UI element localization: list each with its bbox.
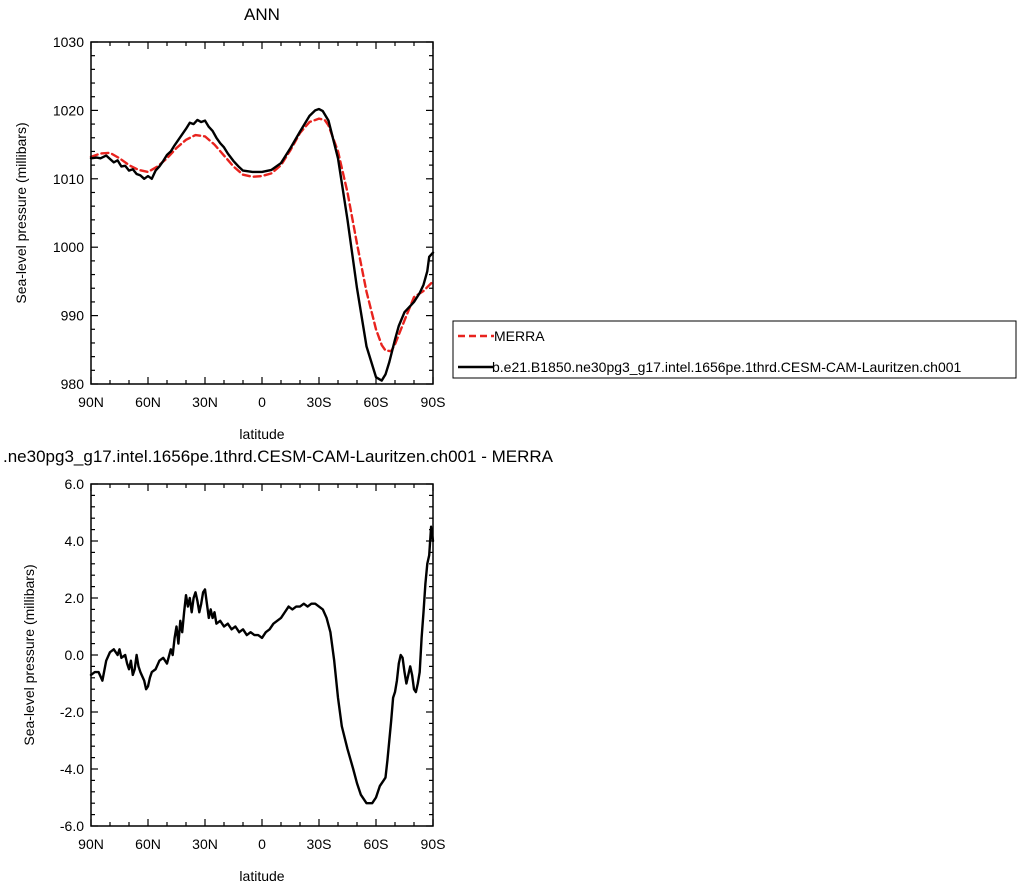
top-series-line-1 bbox=[89, 107, 435, 382]
bottom-ytick-label: -4.0 bbox=[60, 761, 84, 777]
bottom-ytick-label: -6.0 bbox=[60, 818, 84, 834]
top-plot-frame bbox=[90, 41, 434, 385]
top-chart: ANN latitude Sea-level pressure (milliba… bbox=[13, 5, 445, 442]
top-ytick-label: 980 bbox=[61, 376, 85, 392]
bottom-chart: .ne30pg3_g17.intel.1656pe.1thrd.CESM-CAM… bbox=[3, 447, 554, 884]
bottom-series-line-0 bbox=[89, 525, 435, 805]
bottom-xtick-label: 60S bbox=[364, 836, 389, 852]
bottom-xtick-label: 60N bbox=[135, 836, 161, 852]
top-ytick-label: 1020 bbox=[53, 102, 84, 118]
top-xtick-label: 30S bbox=[307, 394, 332, 410]
top-ytick-label: 990 bbox=[61, 308, 85, 324]
top-series-line-0 bbox=[89, 117, 435, 353]
bottom-ytick-label: 6.0 bbox=[65, 476, 85, 492]
bottom-chart-xlabel: latitude bbox=[239, 868, 284, 884]
legend-box bbox=[452, 320, 1017, 379]
bottom-chart-ylabel: Sea-level pressure (millibars) bbox=[21, 564, 37, 745]
bottom-xtick-label: 30S bbox=[307, 836, 332, 852]
top-xtick-label: 90N bbox=[78, 394, 104, 410]
top-xtick-label: 60N bbox=[135, 394, 161, 410]
bottom-ytick-label: 0.0 bbox=[65, 647, 85, 663]
top-chart-title: ANN bbox=[244, 5, 280, 24]
legend: MERRA b.e21.B1850.ne30pg3_g17.intel.1656… bbox=[452, 320, 1017, 379]
legend-model-label: b.e21.B1850.ne30pg3_g17.intel.1656pe.1th… bbox=[492, 359, 962, 375]
bottom-chart-title: .ne30pg3_g17.intel.1656pe.1thrd.CESM-CAM… bbox=[3, 447, 554, 466]
top-xtick-label: 30N bbox=[192, 394, 218, 410]
top-ytick-label: 1030 bbox=[53, 34, 84, 50]
top-xtick-label: 60S bbox=[364, 394, 389, 410]
bottom-xtick-label: 30N bbox=[192, 836, 218, 852]
top-ytick-label: 1010 bbox=[53, 171, 84, 187]
top-xtick-label: 0 bbox=[258, 394, 266, 410]
bottom-ytick-label: -2.0 bbox=[60, 704, 84, 720]
bottom-xtick-label: 90N bbox=[78, 836, 104, 852]
bottom-xtick-label: 0 bbox=[258, 836, 266, 852]
top-xtick-label: 90S bbox=[421, 394, 446, 410]
legend-merra-label: MERRA bbox=[494, 328, 545, 344]
top-chart-xlabel: latitude bbox=[239, 426, 284, 442]
bottom-ytick-label: 2.0 bbox=[65, 590, 85, 606]
top-ytick-label: 1000 bbox=[53, 239, 84, 255]
bottom-plot-frame bbox=[90, 483, 434, 827]
bottom-ytick-label: 4.0 bbox=[65, 533, 85, 549]
bottom-xtick-label: 90S bbox=[421, 836, 446, 852]
top-chart-ylabel: Sea-level pressure (millibars) bbox=[13, 122, 29, 303]
